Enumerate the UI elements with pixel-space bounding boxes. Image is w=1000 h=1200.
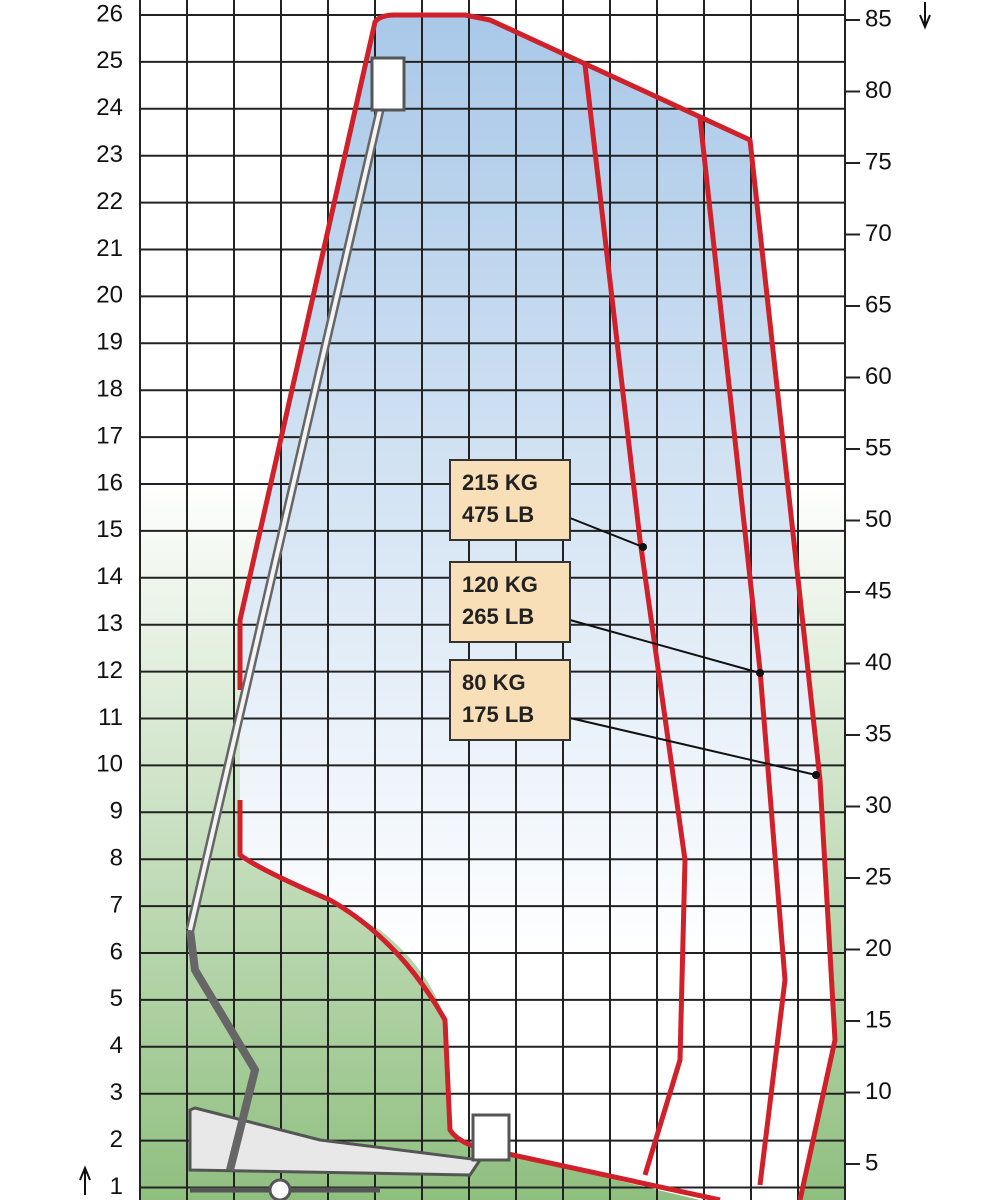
left-axis-label: 11 <box>98 704 123 731</box>
envelope <box>237 12 838 1200</box>
left-axis-label: 14 <box>96 563 123 590</box>
load-box <box>449 459 571 541</box>
leader-dot <box>639 543 647 551</box>
left-axis-label: 19 <box>96 329 123 356</box>
left-axis-label: 2 <box>110 1126 123 1153</box>
load-box <box>449 561 571 643</box>
right-axis-label: 30 <box>865 792 892 819</box>
up-arrow <box>79 1165 91 1195</box>
right-axis-label: 70 <box>865 220 892 247</box>
outer-envelope <box>237 12 838 1200</box>
right-axis-label: 35 <box>865 720 892 747</box>
left-axis-label: 4 <box>110 1032 123 1059</box>
load-label: 175 LB <box>462 702 534 727</box>
load-box <box>449 659 571 741</box>
labels: 2625242322212019181716151413121110987654… <box>96 0 891 1200</box>
left-axis-label: 16 <box>96 469 123 496</box>
left-axis-label: 13 <box>96 610 123 637</box>
right-axis-label: 10 <box>865 1078 892 1105</box>
left-axis-label: 7 <box>110 891 123 918</box>
right-axis-label: 40 <box>865 649 892 676</box>
left-axis-label: 1 <box>110 1173 123 1200</box>
left-axis-label: 18 <box>96 376 123 403</box>
right-axis-label: 55 <box>865 434 892 461</box>
right-axis-label: 5 <box>865 1149 878 1176</box>
right-axis-label: 80 <box>865 77 892 104</box>
load-label: 120 KG <box>462 572 538 597</box>
right-axis-label: 25 <box>865 863 892 890</box>
leader-dot <box>756 669 764 677</box>
left-axis-label: 25 <box>96 47 123 74</box>
left-axis-label: 24 <box>96 94 123 121</box>
lift-drawing <box>185 56 511 1200</box>
load-label: 215 KG <box>462 470 538 495</box>
right-axis-label: 85 <box>865 5 892 32</box>
leader-line <box>569 619 761 674</box>
left-axis-label: 12 <box>96 657 123 684</box>
left-axis-label: 15 <box>96 516 123 543</box>
lower-envelope <box>237 800 721 1200</box>
load-label: 475 LB <box>462 502 534 527</box>
left-axis-label: 20 <box>96 282 123 309</box>
left-axis-label: 8 <box>110 845 123 872</box>
left-axis-label: 3 <box>110 1079 123 1106</box>
left-axis-label: 23 <box>96 141 123 168</box>
left-axis-label: 10 <box>96 751 123 778</box>
load-label: 265 LB <box>462 604 534 629</box>
down-arrow <box>919 2 931 30</box>
left-axis-label: 21 <box>96 235 123 262</box>
left-axis-label: 26 <box>96 0 123 27</box>
grid <box>139 0 860 1200</box>
left-axis-label: 6 <box>110 938 123 965</box>
right-axis-label: 20 <box>865 935 892 962</box>
right-axis-label: 15 <box>865 1006 892 1033</box>
right-axis-label: 50 <box>865 506 892 533</box>
left-axis-label: 9 <box>110 798 123 825</box>
left-axis-label: 5 <box>110 985 123 1012</box>
load-label: 80 KG <box>462 670 526 695</box>
right-axis-label: 45 <box>865 577 892 604</box>
leader-line <box>569 517 644 548</box>
left-axis-label: 17 <box>96 422 123 449</box>
leader-dot <box>812 771 820 779</box>
right-axis-label: 75 <box>865 148 892 175</box>
leader-line <box>569 717 817 776</box>
left-axis-label: 22 <box>96 188 123 215</box>
envelope-120kg <box>697 117 788 1186</box>
right-axis-label: 60 <box>865 363 892 390</box>
envelope-215kg <box>582 64 688 1176</box>
right-axis-label: 65 <box>865 291 892 318</box>
